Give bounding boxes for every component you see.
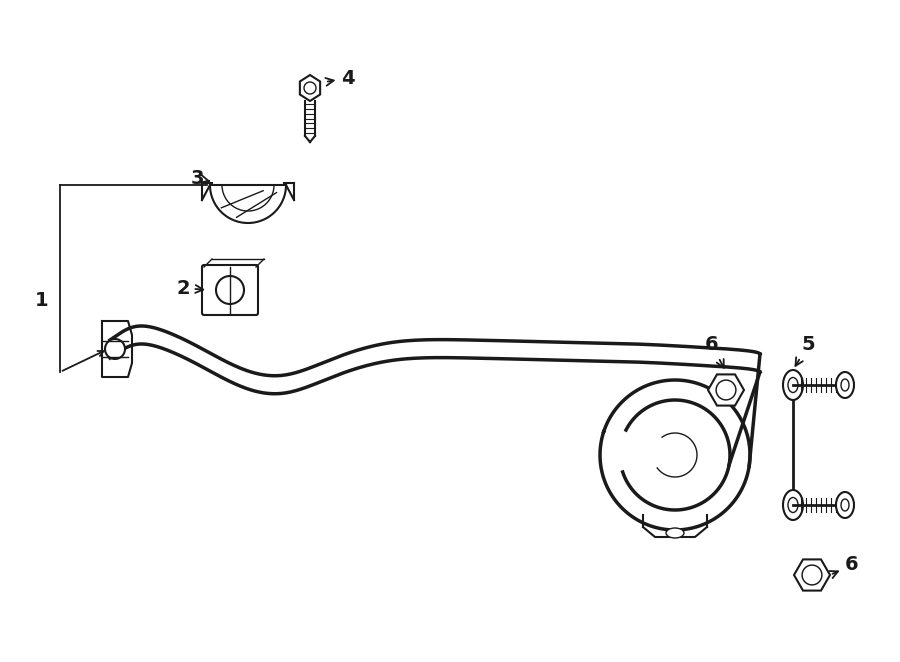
Ellipse shape — [836, 492, 854, 518]
Text: 2: 2 — [176, 279, 203, 297]
Circle shape — [216, 276, 244, 304]
Polygon shape — [794, 559, 830, 591]
FancyBboxPatch shape — [202, 265, 258, 315]
Ellipse shape — [783, 490, 803, 520]
Polygon shape — [708, 375, 744, 406]
Polygon shape — [300, 75, 320, 101]
Ellipse shape — [783, 370, 803, 400]
Ellipse shape — [836, 372, 854, 398]
Text: 1: 1 — [35, 291, 49, 310]
Text: 4: 4 — [326, 68, 355, 87]
Circle shape — [105, 339, 125, 359]
Ellipse shape — [666, 528, 684, 538]
Text: 5: 5 — [796, 336, 814, 366]
Text: 3: 3 — [190, 169, 210, 187]
Text: 6: 6 — [706, 336, 724, 367]
Text: 6: 6 — [830, 555, 859, 578]
